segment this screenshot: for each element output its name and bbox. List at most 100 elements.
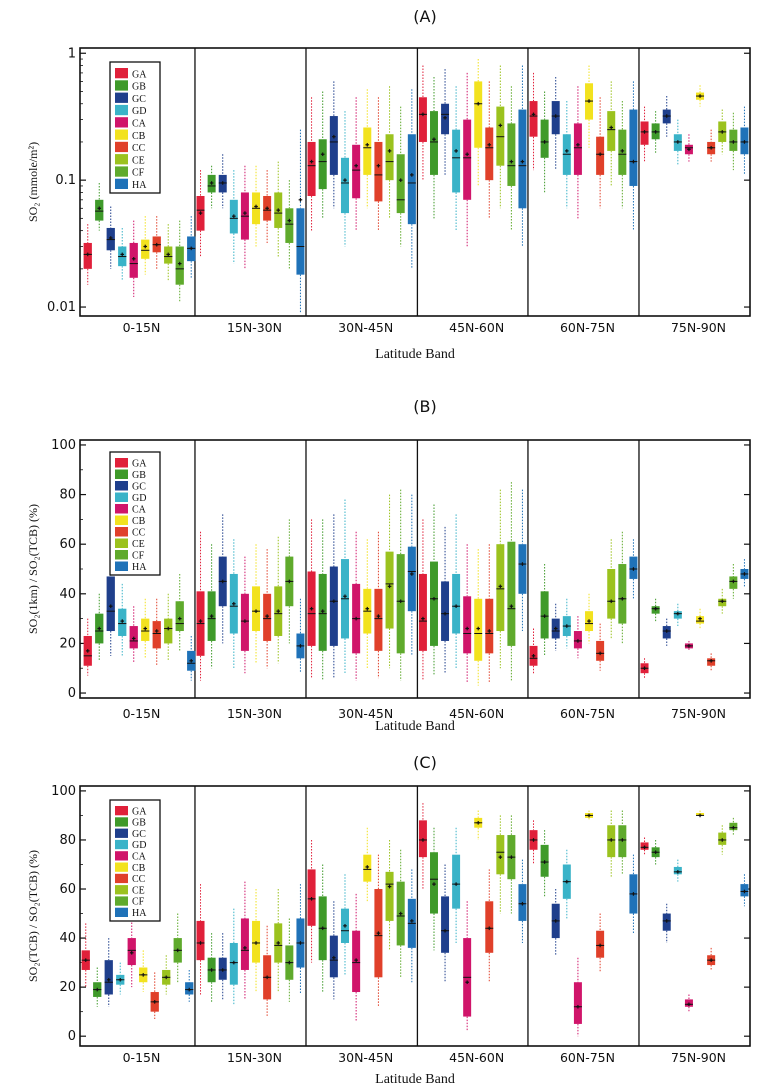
- box-CB: [141, 239, 150, 259]
- panel-a: (A) 0.01 0.1 1 SO₂ (mmole/m²) 0-15N 15N-30N 30N…: [26, 7, 751, 362]
- y-tick-label: 0: [68, 1029, 76, 1044]
- legend-swatch-CA: [115, 117, 128, 128]
- legend-swatch-CA: [115, 851, 128, 861]
- y-axis-label: SO₂(TCB) / SO₂(TCB) (%): [26, 850, 40, 982]
- band-group-15N-30N: [196, 881, 305, 1017]
- legend-swatch-CE: [115, 154, 128, 165]
- legend-label-CA: CA: [132, 119, 147, 130]
- legend-label-HA: HA: [132, 908, 147, 919]
- x-axis-label: Latitude Band: [375, 719, 455, 734]
- x-tick-label: 0-15N: [123, 706, 161, 721]
- y-axis-label: SO₂ (mmole/m²): [26, 142, 40, 222]
- legend-label-GD: GD: [132, 840, 146, 851]
- x-tick-label: 45N-60N: [449, 706, 504, 721]
- legend-swatch-GC: [115, 92, 128, 103]
- legend-label-GB: GB: [132, 82, 146, 93]
- box-CC: [152, 621, 161, 649]
- legend-label-GC: GC: [132, 829, 146, 840]
- legend-swatch-GD: [115, 492, 128, 502]
- legend-label-CC: CC: [132, 143, 146, 154]
- box-GA: [307, 141, 316, 197]
- legend-swatch-GC: [115, 828, 128, 838]
- legend-label-CB: CB: [132, 863, 146, 874]
- y-tick-label: 100: [51, 438, 76, 453]
- band-group-60N-75N: [529, 810, 638, 1037]
- box-CB: [474, 81, 483, 148]
- legend-swatch-HA: [115, 561, 128, 571]
- x-axis-label: Latitude Band: [375, 347, 455, 362]
- box-HA: [518, 544, 527, 594]
- box-CB: [363, 127, 372, 175]
- panel-b: (B) 0 20 40 60 80 100 SO₂(1km) / SO₂(TCB) (%) 0-…: [26, 397, 751, 734]
- box-CC: [374, 588, 383, 651]
- legend-swatch-GD: [115, 839, 128, 850]
- box-HA: [407, 546, 416, 612]
- box-CF: [507, 123, 516, 186]
- x-tick-label: 60N-75N: [560, 320, 615, 335]
- box-GC: [104, 960, 113, 995]
- y-tick-label: 1: [68, 46, 76, 61]
- x-tick-label: 15N-30N: [227, 706, 282, 721]
- legend-swatch-CE: [115, 885, 128, 895]
- box-HA: [407, 134, 416, 225]
- box-CA: [352, 144, 361, 199]
- box-GB: [540, 119, 549, 158]
- x-tick-label: 75N-90N: [671, 1050, 726, 1065]
- x-tick-label: 30N-45N: [338, 706, 393, 721]
- panel-title: (B): [413, 397, 436, 416]
- box-CC: [485, 127, 494, 181]
- panel-title: (A): [413, 7, 436, 26]
- x-tick-label: 45N-60N: [449, 320, 504, 335]
- legend-swatch-CC: [115, 527, 128, 537]
- legend-swatch-GA: [115, 68, 128, 79]
- plot-frame: [79, 785, 751, 1047]
- x-tick-label: 15N-30N: [227, 320, 282, 335]
- legend-label-GA: GA: [132, 459, 147, 470]
- box-GA: [418, 97, 427, 142]
- band-group-0-15N: [83, 182, 196, 302]
- legend-label-GC: GC: [132, 94, 146, 105]
- x-tick-label: 75N-90N: [671, 320, 726, 335]
- legend-swatch-GD: [115, 104, 128, 116]
- legend-swatch-CB: [115, 515, 128, 525]
- x-axis-label: Latitude Band: [375, 1072, 455, 1087]
- box-CF: [396, 554, 405, 654]
- box-GC: [441, 896, 450, 953]
- legend-swatch-CF: [115, 550, 128, 560]
- box-CE: [164, 618, 173, 644]
- box-CC: [485, 598, 494, 654]
- box-GD: [452, 854, 461, 909]
- box-GB: [95, 199, 104, 221]
- box-GB: [430, 111, 438, 175]
- box-CA: [573, 123, 582, 175]
- band-group-75N-90N: [640, 810, 749, 1012]
- box-CB: [252, 586, 261, 632]
- box-CF: [396, 154, 405, 214]
- band-group-0-15N: [83, 544, 196, 681]
- x-tick-label: 30N-45N: [338, 1050, 393, 1065]
- legend-label-HA: HA: [132, 180, 147, 191]
- legend-label-CE: CE: [132, 885, 145, 896]
- y-tick-label: 100: [51, 784, 76, 799]
- box-HA: [518, 109, 527, 209]
- band-group-75N-90N: [640, 85, 749, 175]
- panel-c: (C) 0 20 40 60 80 100 SO₂(TCB) / SO₂(TCB) (%) 0-…: [26, 753, 751, 1087]
- x-tick-label: 30N-45N: [338, 320, 393, 335]
- x-tick-label: 60N-75N: [560, 706, 615, 721]
- box-CF: [175, 246, 184, 285]
- legend-swatch-GA: [115, 806, 128, 816]
- box-GB: [318, 139, 327, 190]
- box-GD: [340, 157, 349, 214]
- legend-label-GA: GA: [132, 69, 147, 80]
- legend-swatch-HA: [115, 907, 128, 917]
- x-tick-label: 15N-30N: [227, 1050, 282, 1065]
- y-tick-label: 80: [59, 488, 76, 503]
- legend-label-GD: GD: [132, 106, 146, 117]
- legend-swatch-GB: [115, 469, 128, 479]
- box-GA: [529, 101, 538, 137]
- box-CF: [507, 541, 516, 646]
- legend-swatch-CC: [115, 873, 128, 884]
- legend-label-CE: CE: [132, 539, 145, 550]
